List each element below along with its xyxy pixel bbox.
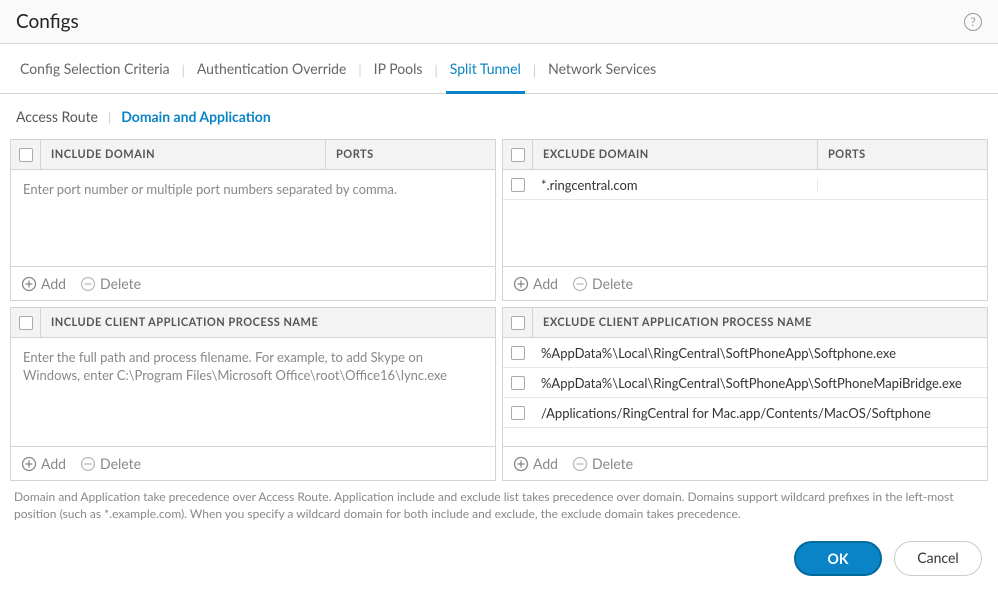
page-title: Configs (16, 10, 79, 33)
include-app-header: INCLUDE CLIENT APPLICATION PROCESS NAME (41, 308, 495, 337)
panel-header: INCLUDE DOMAIN PORTS (11, 140, 495, 170)
add-label: Add (41, 275, 66, 292)
plus-circle-icon (21, 456, 37, 472)
include-domain-panel: INCLUDE DOMAIN PORTS Enter port number o… (10, 139, 496, 301)
header-checkbox-cell (503, 140, 533, 169)
header-checkbox-cell (11, 140, 41, 169)
delete-button[interactable]: Delete (80, 275, 141, 292)
plus-circle-icon (513, 456, 529, 472)
app-path-cell: %AppData%\Local\RingCentral\SoftPhoneApp… (533, 339, 987, 367)
subtab-separator: | (108, 109, 111, 125)
minus-circle-icon (80, 276, 96, 292)
panel-header: EXCLUDE DOMAIN PORTS (503, 140, 987, 170)
ports-cell (817, 179, 987, 191)
dialog-buttons: OK Cancel (0, 523, 998, 594)
help-icon[interactable]: ? (964, 13, 982, 31)
exclude-domain-body: *.ringcentral.com (503, 170, 987, 266)
delete-button[interactable]: Delete (80, 455, 141, 472)
tab-separator: | (358, 62, 361, 92)
tab-separator: | (434, 62, 437, 92)
delete-label: Delete (592, 455, 633, 472)
add-button[interactable]: Add (21, 455, 66, 472)
row-checkbox-cell (503, 346, 533, 360)
delete-button[interactable]: Delete (572, 275, 633, 292)
ok-button[interactable]: OK (794, 541, 882, 576)
select-all-checkbox[interactable] (511, 148, 525, 162)
minus-circle-icon (572, 276, 588, 292)
select-all-checkbox[interactable] (19, 148, 33, 162)
tab-separator: | (533, 62, 536, 92)
include-domain-placeholder: Enter port number or multiple port numbe… (11, 170, 495, 208)
table-row[interactable]: *.ringcentral.com (503, 170, 987, 200)
include-app-panel: INCLUDE CLIENT APPLICATION PROCESS NAME … (10, 307, 496, 481)
panel-footer: Add Delete (11, 446, 495, 480)
plus-circle-icon (21, 276, 37, 292)
plus-circle-icon (513, 276, 529, 292)
precedence-note: Domain and Application take precedence o… (0, 481, 998, 523)
select-all-checkbox[interactable] (511, 316, 525, 330)
ports-header: PORTS (325, 140, 495, 169)
row-checkbox[interactable] (511, 346, 525, 360)
domain-cell: *.ringcentral.com (533, 171, 817, 199)
exclude-domain-panel: EXCLUDE DOMAIN PORTS *.ringcentral.com A… (502, 139, 988, 301)
main-tabs: Config Selection Criteria | Authenticati… (0, 44, 998, 94)
tab-ip-pools[interactable]: IP Pools (370, 60, 427, 94)
panel-footer: Add Delete (503, 266, 987, 300)
include-app-body: Enter the full path and process filename… (11, 338, 495, 446)
app-path-cell: %AppData%\Local\RingCentral\SoftPhoneApp… (533, 369, 987, 397)
tab-auth-override[interactable]: Authentication Override (193, 60, 351, 94)
tab-split-tunnel[interactable]: Split Tunnel (446, 60, 525, 94)
delete-label: Delete (592, 275, 633, 292)
cancel-button[interactable]: Cancel (894, 541, 982, 576)
panel-header: EXCLUDE CLIENT APPLICATION PROCESS NAME (503, 308, 987, 338)
row-checkbox[interactable] (511, 376, 525, 390)
table-row[interactable]: /Applications/RingCentral for Mac.app/Co… (503, 398, 987, 428)
exclude-app-panel: EXCLUDE CLIENT APPLICATION PROCESS NAME … (502, 307, 988, 481)
add-button[interactable]: Add (21, 275, 66, 292)
domain-panels: INCLUDE DOMAIN PORTS Enter port number o… (0, 139, 998, 301)
add-label: Add (533, 455, 558, 472)
exclude-app-header: EXCLUDE CLIENT APPLICATION PROCESS NAME (533, 308, 987, 337)
tab-separator: | (182, 62, 185, 92)
table-row[interactable]: %AppData%\Local\RingCentral\SoftPhoneApp… (503, 338, 987, 368)
exclude-app-body: %AppData%\Local\RingCentral\SoftPhoneApp… (503, 338, 987, 446)
table-row[interactable]: %AppData%\Local\RingCentral\SoftPhoneApp… (503, 368, 987, 398)
panel-footer: Add Delete (11, 266, 495, 300)
add-button[interactable]: Add (513, 455, 558, 472)
page-header: Configs ? (0, 0, 998, 44)
delete-label: Delete (100, 275, 141, 292)
row-checkbox-cell (503, 376, 533, 390)
include-app-placeholder: Enter the full path and process filename… (11, 338, 495, 394)
minus-circle-icon (80, 456, 96, 472)
delete-label: Delete (100, 455, 141, 472)
subtab-domain-and-application[interactable]: Domain and Application (121, 108, 271, 125)
row-checkbox[interactable] (511, 406, 525, 420)
add-button[interactable]: Add (513, 275, 558, 292)
exclude-domain-header: EXCLUDE DOMAIN (533, 140, 817, 169)
row-checkbox-cell (503, 406, 533, 420)
include-domain-body: Enter port number or multiple port numbe… (11, 170, 495, 266)
tab-config-selection[interactable]: Config Selection Criteria (16, 60, 174, 94)
ports-header: PORTS (817, 140, 987, 169)
select-all-checkbox[interactable] (19, 316, 33, 330)
subtab-access-route[interactable]: Access Route (16, 108, 98, 125)
panel-header: INCLUDE CLIENT APPLICATION PROCESS NAME (11, 308, 495, 338)
row-checkbox-cell (503, 178, 533, 192)
row-checkbox[interactable] (511, 178, 525, 192)
app-path-cell: /Applications/RingCentral for Mac.app/Co… (533, 399, 987, 427)
add-label: Add (41, 455, 66, 472)
sub-tabs: Access Route | Domain and Application (0, 94, 998, 139)
include-domain-header: INCLUDE DOMAIN (41, 140, 325, 169)
header-checkbox-cell (11, 308, 41, 337)
tab-network-services[interactable]: Network Services (544, 60, 660, 94)
panel-footer: Add Delete (503, 446, 987, 480)
header-checkbox-cell (503, 308, 533, 337)
application-panels: INCLUDE CLIENT APPLICATION PROCESS NAME … (0, 307, 998, 481)
delete-button[interactable]: Delete (572, 455, 633, 472)
minus-circle-icon (572, 456, 588, 472)
add-label: Add (533, 275, 558, 292)
